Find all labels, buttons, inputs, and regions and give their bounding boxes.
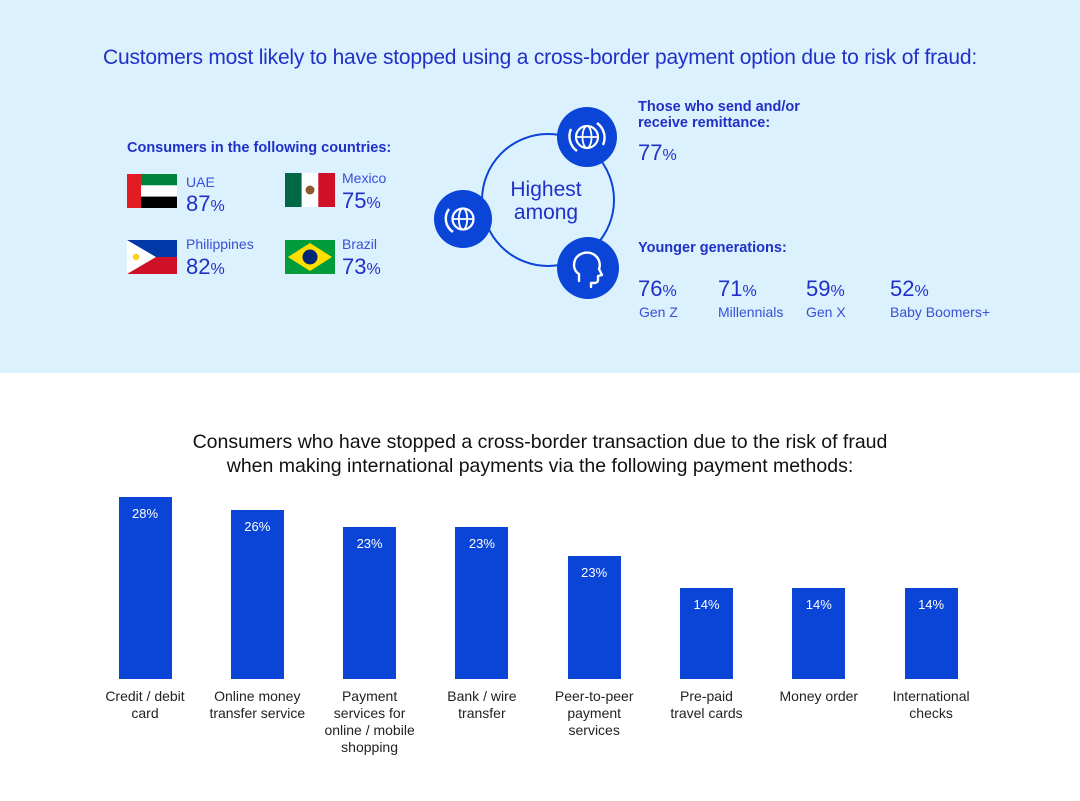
philippines-flag-icon: [127, 240, 177, 274]
millennials-value: 71%: [718, 276, 757, 301]
category-label-3: Bank / wire transfer: [447, 688, 517, 721]
country-name-uae: UAE: [186, 174, 215, 190]
country-name-brazil: Brazil: [342, 236, 378, 252]
gen-z-value: 76%: [638, 276, 677, 301]
country-value-philippines: 82%: [186, 254, 225, 279]
bar-value-label-1: 26%: [244, 519, 271, 534]
bar-value-label-0: 28%: [131, 506, 159, 521]
gen-z-label: Gen Z: [639, 304, 678, 320]
globe-icon: [434, 190, 492, 248]
category-label-1: Online money transfer service: [209, 688, 306, 721]
bar-0: [118, 497, 172, 679]
country-name-mexico: Mexico: [342, 170, 387, 186]
globe-hands-icon: [557, 107, 617, 167]
remittance-heading: Those who send and/or receive remittance…: [638, 99, 800, 131]
bar-value-label-3: 23%: [468, 535, 495, 551]
page-title: Customers most likely to have stopped us…: [103, 46, 977, 69]
person-head-icon: [557, 237, 619, 299]
bar-value-label-5: 14%: [693, 597, 720, 612]
highest-among-label: Highest among: [510, 178, 582, 224]
bar-value-label-4: 23%: [581, 565, 608, 581]
bar-5: [680, 588, 733, 679]
millennials-label: Millennials: [718, 304, 784, 320]
bar-value-label-2: 23%: [356, 535, 383, 551]
bar-1: [230, 510, 284, 679]
category-label-7: International checks: [892, 688, 970, 721]
category-label-4: Peer-to-peer payment services: [554, 688, 634, 738]
country-value-uae: 87%: [186, 191, 225, 216]
bar-2: [343, 526, 397, 679]
category-label-2: Payment services for online / mobile shoppi…: [324, 688, 415, 755]
mexico-flag-icon: [285, 173, 335, 207]
baby-boomers-value: 52%: [890, 276, 929, 301]
remittance-value: 77%: [638, 140, 677, 165]
countries-heading: Consumers in the following countries:: [127, 140, 392, 156]
category-label-6: Money order: [779, 688, 859, 704]
generations-heading: Younger generations:: [638, 240, 787, 256]
country-name-philippines: Philippines: [186, 236, 254, 252]
country-value-mexico: 75%: [342, 188, 381, 213]
brazil-flag-icon: [285, 240, 335, 274]
gen-x-value: 59%: [806, 276, 845, 301]
gen-x-label: Gen X: [806, 304, 846, 320]
bar-value-label-7: 14%: [918, 597, 945, 612]
category-label-5: Pre-paid travel cards: [670, 688, 743, 721]
category-label-0: Credit / debit card: [105, 688, 185, 721]
country-value-brazil: 73%: [342, 254, 381, 279]
bar-7: [904, 588, 958, 679]
top-panel: [0, 0, 1080, 373]
bar-value-label-6: 14%: [805, 597, 832, 612]
uae-flag-icon: [127, 174, 177, 208]
baby-boomers-label: Baby Boomers+: [890, 304, 990, 320]
bar-6: [792, 588, 846, 679]
bar-4: [567, 556, 621, 679]
chart-title: Consumers who have stopped a cross-borde…: [192, 431, 888, 477]
bar-3: [455, 526, 509, 679]
